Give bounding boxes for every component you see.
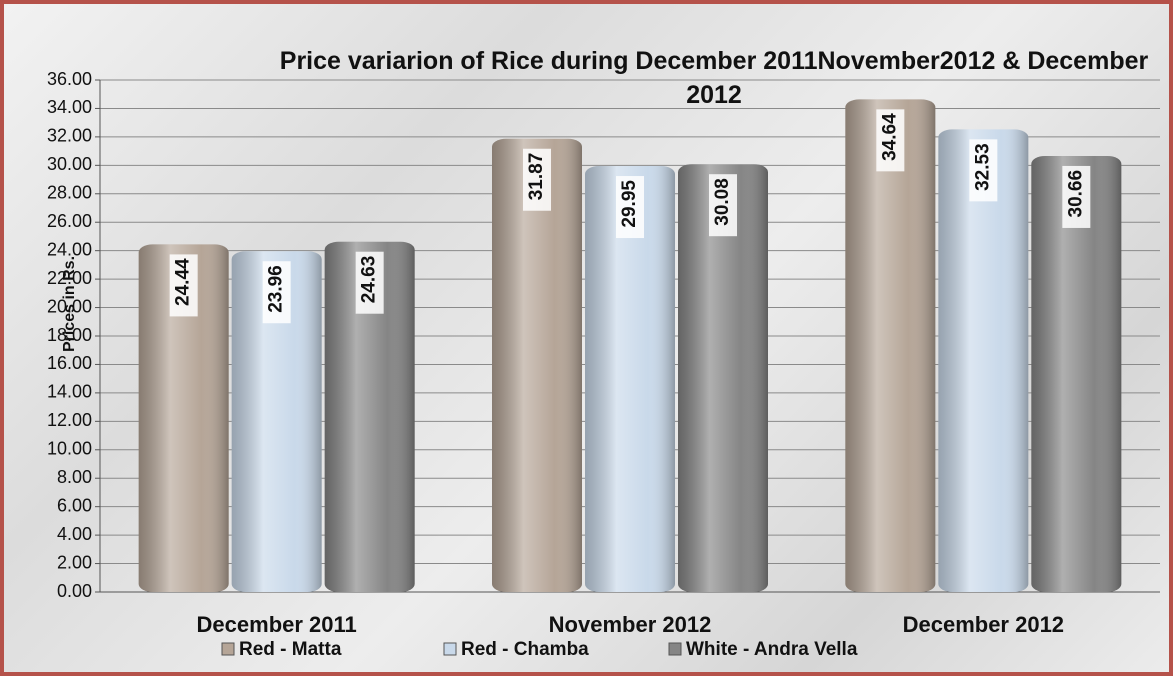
data-label: 30.08 xyxy=(712,178,733,226)
bar-shade xyxy=(938,129,1029,592)
y-axis-label: Prices in Rs. xyxy=(61,256,78,352)
y-tick-label: 20.00 xyxy=(47,296,92,316)
legend-label: White - Andra Vella xyxy=(686,639,858,660)
chart-title: Price variarion of Rice during December … xyxy=(279,47,1149,109)
y-tick-label: 18.00 xyxy=(47,325,92,345)
data-label-bg xyxy=(355,251,384,314)
bar-shade xyxy=(324,241,415,592)
y-tick-label: 10.00 xyxy=(47,439,92,459)
y-tick-label: 12.00 xyxy=(47,410,92,430)
data-label: 34.64 xyxy=(879,113,900,161)
y-tick-label: 30.00 xyxy=(47,154,92,174)
data-label-bg xyxy=(1062,165,1091,228)
data-label: 24.63 xyxy=(359,256,380,304)
data-label: 31.87 xyxy=(526,153,547,201)
data-label-bg xyxy=(523,148,551,211)
y-tick-label: 16.00 xyxy=(47,353,92,373)
data-label: 30.66 xyxy=(1065,170,1086,218)
data-label: 29.95 xyxy=(619,180,640,228)
y-tick-label: 32.00 xyxy=(47,126,92,146)
y-tick-label: 14.00 xyxy=(47,382,92,402)
y-tick-label: 0.00 xyxy=(57,581,92,601)
data-label-bg xyxy=(169,254,198,317)
x-tick-label: December 2012 xyxy=(903,612,1064,637)
bar-shade xyxy=(138,244,229,593)
data-label-bg xyxy=(709,174,737,237)
y-tick-label: 26.00 xyxy=(47,211,92,231)
data-label: 24.44 xyxy=(173,258,194,306)
y-tick-label: 24.00 xyxy=(47,239,92,259)
bar-shade xyxy=(678,164,768,592)
legend-label: Red - Matta xyxy=(239,639,342,660)
y-tick-label: 36.00 xyxy=(47,69,92,89)
legend-swatch xyxy=(668,642,682,656)
data-label-bg xyxy=(616,176,644,239)
y-tick-label: 22.00 xyxy=(47,268,92,288)
chart: 0.00 2.00 4.00 6.00 8.00 10.00 12.00 14.00 16.00… xyxy=(47,69,1160,660)
data-label-bg xyxy=(969,139,998,202)
y-tick-label: 2.00 xyxy=(57,552,92,572)
data-label-bg xyxy=(262,261,291,324)
bar-shade xyxy=(585,166,675,593)
bar-shade xyxy=(845,99,936,592)
bar-shade xyxy=(231,251,322,593)
y-tick-label: 8.00 xyxy=(57,467,92,487)
x-tick-label: November 2012 xyxy=(549,612,712,637)
bar-shade xyxy=(1031,155,1122,593)
y-tick-label: 4.00 xyxy=(57,524,92,544)
data-label-bg xyxy=(876,109,905,172)
y-tick-label: 6.00 xyxy=(57,495,92,515)
y-tick-label: 28.00 xyxy=(47,183,92,203)
y-tick-label: 34.00 xyxy=(47,97,92,117)
x-tick-label: December 2011 xyxy=(197,612,357,637)
data-label: 32.53 xyxy=(972,143,993,191)
legend-swatch xyxy=(443,642,457,656)
bar-shade xyxy=(492,138,582,592)
legend-swatch xyxy=(221,642,235,656)
data-label: 23.96 xyxy=(266,265,287,313)
legend-label: Red - Chamba xyxy=(461,639,589,660)
